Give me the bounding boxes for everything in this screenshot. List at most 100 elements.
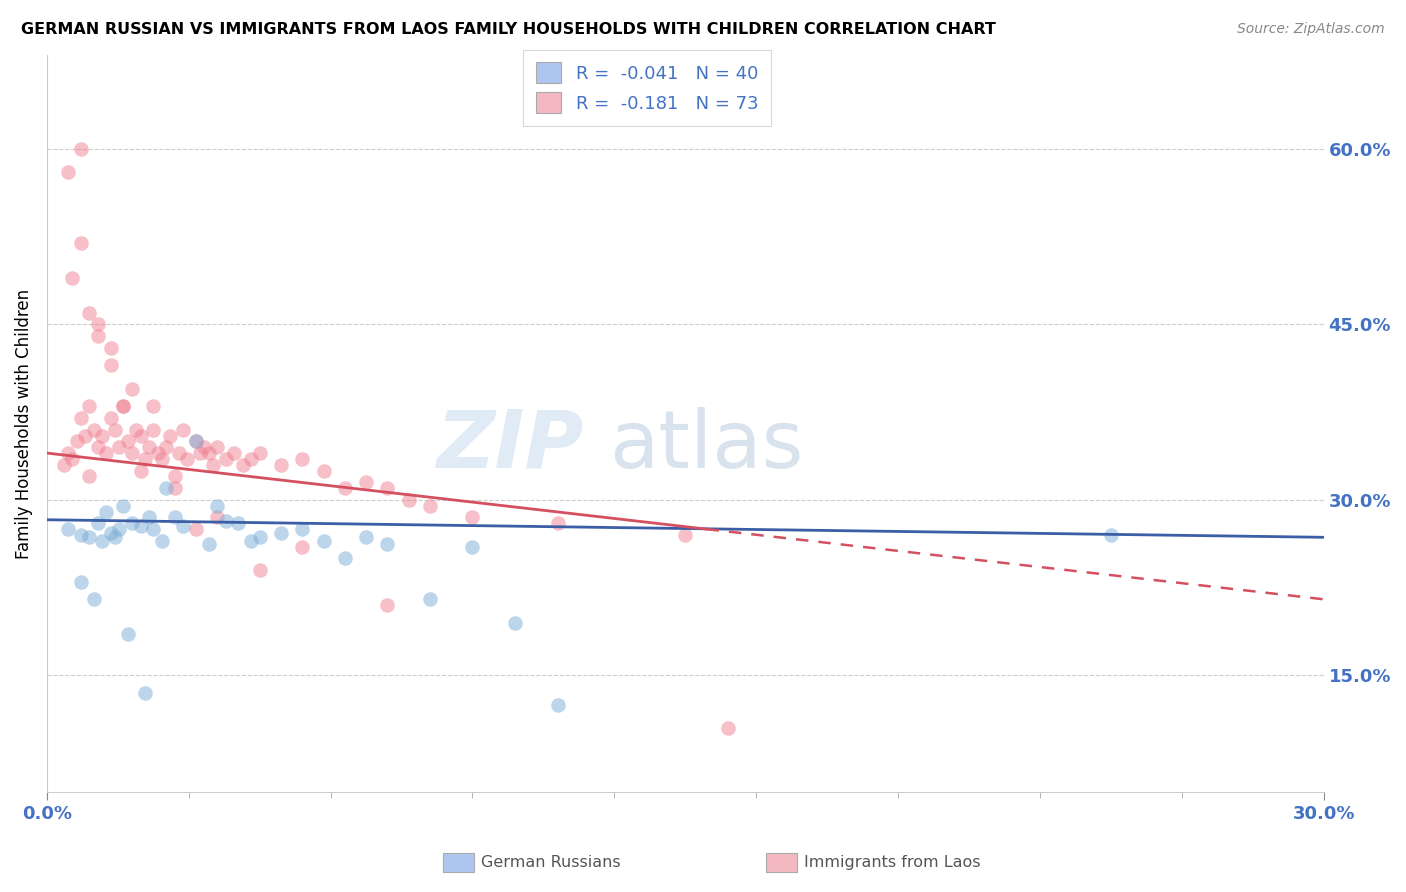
Point (419, 592, 441, 607)
Text: atlas: atlas (609, 407, 803, 485)
Point (87, 516, 110, 531)
Point (121, 516, 143, 531)
Point (197, 537, 219, 551)
Point (172, 423, 194, 437)
Point (138, 440, 160, 454)
Point (79, 306, 101, 320)
Point (70, 574, 93, 589)
Point (333, 551, 356, 566)
Point (142, 522, 165, 536)
Point (100, 525, 122, 540)
Point (270, 458, 292, 472)
Point (201, 458, 224, 472)
Point (224, 446, 246, 460)
Point (163, 510, 186, 524)
Point (70, 411, 93, 425)
Point (70, 235, 93, 250)
Point (56, 446, 79, 460)
Point (70, 142, 93, 156)
Point (155, 481, 177, 495)
Point (232, 458, 254, 472)
Point (240, 533, 263, 548)
Point (291, 540, 314, 554)
Text: ZIP: ZIP (436, 407, 583, 485)
Point (291, 522, 314, 536)
Text: Source: ZipAtlas.com: Source: ZipAtlas.com (1237, 22, 1385, 37)
Point (312, 464, 335, 478)
Point (333, 481, 356, 495)
Text: Immigrants from Laos: Immigrants from Laos (804, 855, 981, 870)
Point (291, 451, 314, 466)
Point (62, 451, 84, 466)
Point (167, 446, 190, 460)
Text: German Russians: German Russians (481, 855, 620, 870)
Text: GERMAN RUSSIAN VS IMMIGRANTS FROM LAOS FAMILY HOUSEHOLDS WITH CHILDREN CORRELATI: GERMAN RUSSIAN VS IMMIGRANTS FROM LAOS F… (21, 22, 995, 37)
Point (134, 451, 156, 466)
Point (56, 522, 79, 536)
Point (112, 399, 135, 413)
Point (134, 686, 156, 700)
Point (100, 341, 122, 355)
Point (52, 458, 75, 472)
Point (398, 492, 420, 507)
Point (108, 522, 131, 536)
Point (461, 510, 484, 524)
Point (79, 530, 101, 544)
Point (377, 598, 399, 612)
Point (87, 318, 110, 332)
Point (91, 533, 114, 548)
Point (354, 475, 377, 490)
Point (129, 428, 152, 442)
Point (62, 270, 84, 285)
Point (150, 533, 173, 548)
Point (176, 451, 198, 466)
Point (205, 510, 228, 524)
Point (270, 525, 292, 540)
Point (419, 499, 441, 513)
Y-axis label: Family Households with Children: Family Households with Children (15, 289, 32, 559)
Point (717, 721, 740, 735)
Point (184, 434, 207, 449)
Point (96, 505, 118, 519)
Point (205, 499, 228, 513)
Point (155, 440, 177, 454)
Point (228, 516, 250, 531)
Point (112, 499, 135, 513)
Point (503, 615, 526, 630)
Point (121, 382, 143, 396)
Point (240, 451, 263, 466)
Point (142, 423, 165, 437)
Point (377, 537, 399, 551)
Point (150, 451, 173, 466)
Point (159, 428, 181, 442)
Point (117, 434, 139, 449)
Point (96, 446, 118, 460)
Point (104, 530, 127, 544)
Point (547, 698, 569, 712)
Point (79, 399, 101, 413)
Point (377, 481, 399, 495)
Legend: R =  -0.041   N = 40, R =  -0.181   N = 73: R = -0.041 N = 40, R = -0.181 N = 73 (523, 50, 770, 126)
Point (83, 592, 105, 607)
Point (56, 165, 79, 179)
Point (249, 563, 271, 577)
Point (547, 516, 569, 531)
Point (75, 428, 97, 442)
Point (79, 469, 101, 483)
Point (249, 530, 271, 544)
Point (193, 440, 215, 454)
Point (461, 540, 484, 554)
Point (197, 446, 219, 460)
Point (312, 533, 335, 548)
Point (184, 434, 207, 449)
Point (249, 446, 271, 460)
Point (163, 481, 186, 495)
Point (87, 329, 110, 343)
Point (112, 399, 135, 413)
Point (205, 440, 228, 454)
Point (163, 469, 186, 483)
Point (83, 423, 105, 437)
Point (70, 528, 93, 542)
Point (146, 446, 169, 460)
Point (129, 518, 152, 533)
